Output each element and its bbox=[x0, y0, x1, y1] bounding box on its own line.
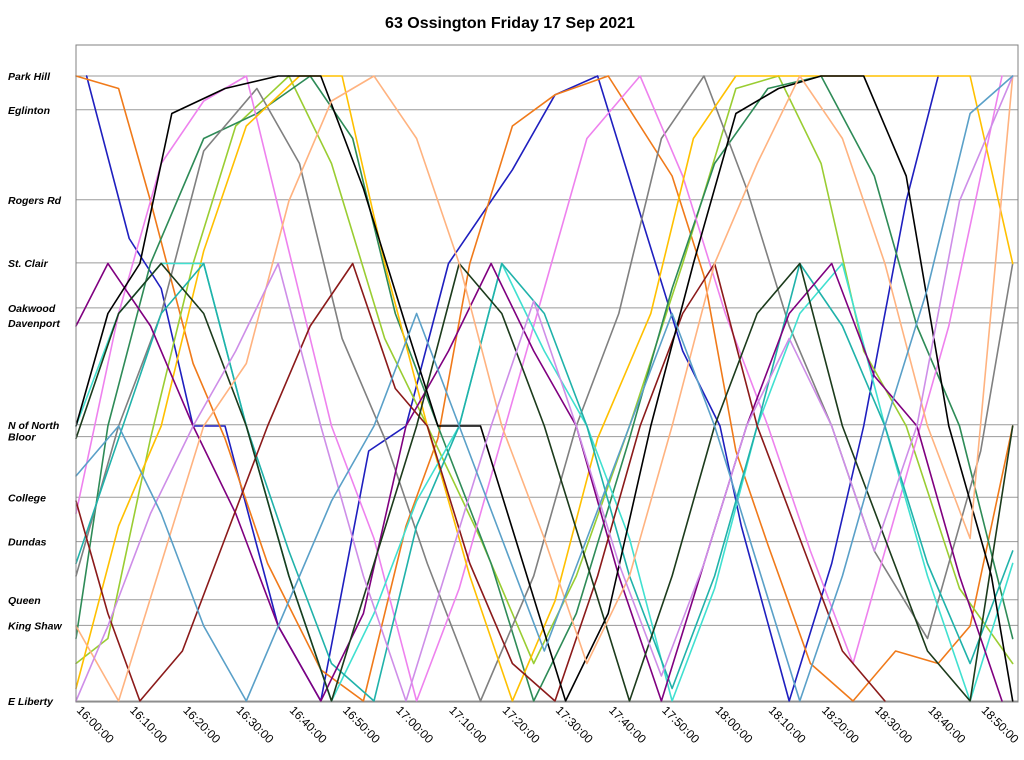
x-tick-label: 18:20:00 bbox=[819, 703, 862, 746]
x-tick-label: 16:20:00 bbox=[180, 703, 223, 746]
stop-label: Dundas bbox=[8, 537, 47, 549]
vehicle-trace-11 bbox=[75, 262, 886, 702]
stop-label: Park Hill bbox=[8, 71, 51, 83]
stop-label: Bloor bbox=[8, 432, 36, 444]
x-tick-label: 17:10:00 bbox=[446, 703, 489, 746]
vehicle-trace-13 bbox=[75, 75, 1014, 702]
stop-label: E Liberty bbox=[8, 696, 54, 708]
stop-label: St. Clair bbox=[8, 258, 49, 270]
stop-label: Eglinton bbox=[8, 105, 50, 117]
stop-label: Oakwood bbox=[8, 303, 56, 315]
x-tick-label: 18:00:00 bbox=[713, 703, 756, 746]
x-tick-label: 17:20:00 bbox=[500, 703, 543, 746]
x-tick-label: 18:50:00 bbox=[979, 703, 1022, 746]
vehicle-trace-5 bbox=[75, 75, 1014, 702]
stop-label: King Shaw bbox=[8, 620, 63, 632]
x-tick-label: 17:50:00 bbox=[659, 703, 702, 746]
x-tick-label: 16:40:00 bbox=[287, 703, 330, 746]
stop-label: Rogers Rd bbox=[8, 195, 62, 207]
vehicle-trace-2 bbox=[75, 75, 1014, 702]
vehicle-trace-8 bbox=[75, 262, 1014, 702]
stop-labels: Park Hill Eglinton Rogers Rd St. Clair Oakwo… bbox=[8, 71, 63, 708]
vehicle-trace-14 bbox=[75, 75, 1014, 702]
x-tick-labels: 16:00:00 16:10:00 16:20:00 16:30:00 16:40:00… bbox=[74, 703, 1022, 746]
vehicle-trace-4 bbox=[75, 75, 1014, 702]
stop-label: Davenport bbox=[8, 318, 60, 330]
x-tick-label: 16:00:00 bbox=[74, 703, 117, 746]
x-tick-label: 16:30:00 bbox=[234, 703, 277, 746]
chart-title: 63 Ossington Friday 17 Sep 2021 bbox=[385, 15, 635, 32]
vehicle-trace-7 bbox=[75, 75, 1014, 702]
x-tick-label: 16:50:00 bbox=[340, 703, 383, 746]
vehicle-trace-10 bbox=[75, 262, 1003, 702]
vehicle-trace-16 bbox=[75, 75, 1014, 702]
x-tick-label: 17:40:00 bbox=[606, 703, 649, 746]
x-tick-label: 16:10:00 bbox=[127, 703, 170, 746]
stop-label: College bbox=[8, 492, 46, 504]
x-tick-label: 18:30:00 bbox=[872, 703, 915, 746]
plot-frame bbox=[75, 44, 1019, 703]
vehicle-trace-9 bbox=[75, 262, 1014, 702]
vehicle-trace-1 bbox=[85, 75, 940, 702]
gridlines bbox=[76, 75, 1018, 702]
vehicle-trace-12 bbox=[75, 262, 1014, 702]
x-tick-label: 18:10:00 bbox=[766, 703, 809, 746]
stop-label: Queen bbox=[8, 595, 41, 607]
x-tick-label: 18:40:00 bbox=[925, 703, 968, 746]
x-tick-label: 17:30:00 bbox=[553, 703, 596, 746]
stop-label: N of North bbox=[8, 420, 59, 432]
plot-area bbox=[75, 75, 1014, 702]
x-tick-label: 17:00:00 bbox=[393, 703, 436, 746]
vehicle-trace-15 bbox=[75, 75, 1014, 702]
